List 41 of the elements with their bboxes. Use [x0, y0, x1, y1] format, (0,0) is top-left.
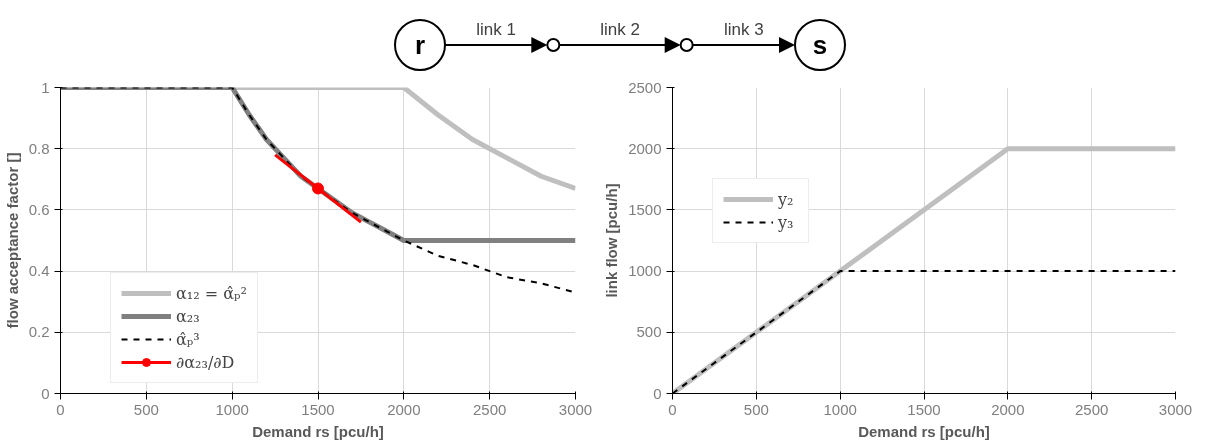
- x-tick-label: 0: [56, 400, 65, 418]
- legend-label: α̂ₚ³: [176, 329, 200, 349]
- x-tick-label: 1500: [301, 400, 335, 418]
- legend-label: ∂α₂₃/∂D: [176, 352, 235, 372]
- text: link 1: [476, 20, 517, 39]
- x-tick-label: 2000: [387, 400, 421, 418]
- y-tick-label: 1: [41, 78, 50, 96]
- y-tick-label: 0.6: [28, 200, 50, 218]
- y-tick-label: 1000: [628, 262, 662, 280]
- y-tick-label: 0.4: [28, 262, 50, 280]
- x-tick-label: 0: [668, 400, 677, 418]
- x-tick-label: 3000: [1158, 400, 1193, 418]
- y-tick-label: 500: [636, 323, 662, 341]
- y-tick-label: 0: [41, 384, 50, 402]
- y-tick-label: 2500: [628, 78, 662, 96]
- x-axis-title: Demand rs [pcu/h]: [252, 422, 384, 440]
- y-tick-label: 2000: [628, 139, 662, 157]
- text: link 3: [723, 20, 764, 39]
- y-axis-title: flow acceptance factor []: [3, 152, 21, 329]
- y-tick-label: 1500: [628, 200, 662, 218]
- x-tick-label: 500: [133, 400, 159, 418]
- y-axis-title: link flow [pcu/h]: [603, 183, 621, 298]
- text: r: [414, 30, 426, 60]
- legend-label: y₂: [778, 189, 795, 209]
- x-tick-label: 1000: [215, 400, 249, 418]
- y-tick-label: 0: [653, 384, 662, 402]
- x-tick-label: 1500: [907, 400, 941, 418]
- legend-label: y₃: [778, 212, 795, 232]
- x-tick-label: 2500: [1074, 400, 1109, 418]
- text: s: [812, 30, 828, 60]
- x-tick-label: 2500: [472, 400, 507, 418]
- x-tick-label: 2000: [991, 400, 1025, 418]
- legend-label: α₁₂ = α̂ₚ²: [176, 283, 247, 303]
- x-tick-label: 500: [743, 400, 769, 418]
- x-tick-label: 3000: [558, 400, 593, 418]
- x-tick-label: 1000: [823, 400, 857, 418]
- y-tick-label: 0.2: [28, 323, 50, 341]
- text: link 2: [600, 20, 640, 39]
- legend-label: α₂₃: [176, 306, 200, 326]
- y-tick-label: 0.8: [28, 139, 50, 157]
- x-axis-title: Demand rs [pcu/h]: [858, 422, 990, 440]
